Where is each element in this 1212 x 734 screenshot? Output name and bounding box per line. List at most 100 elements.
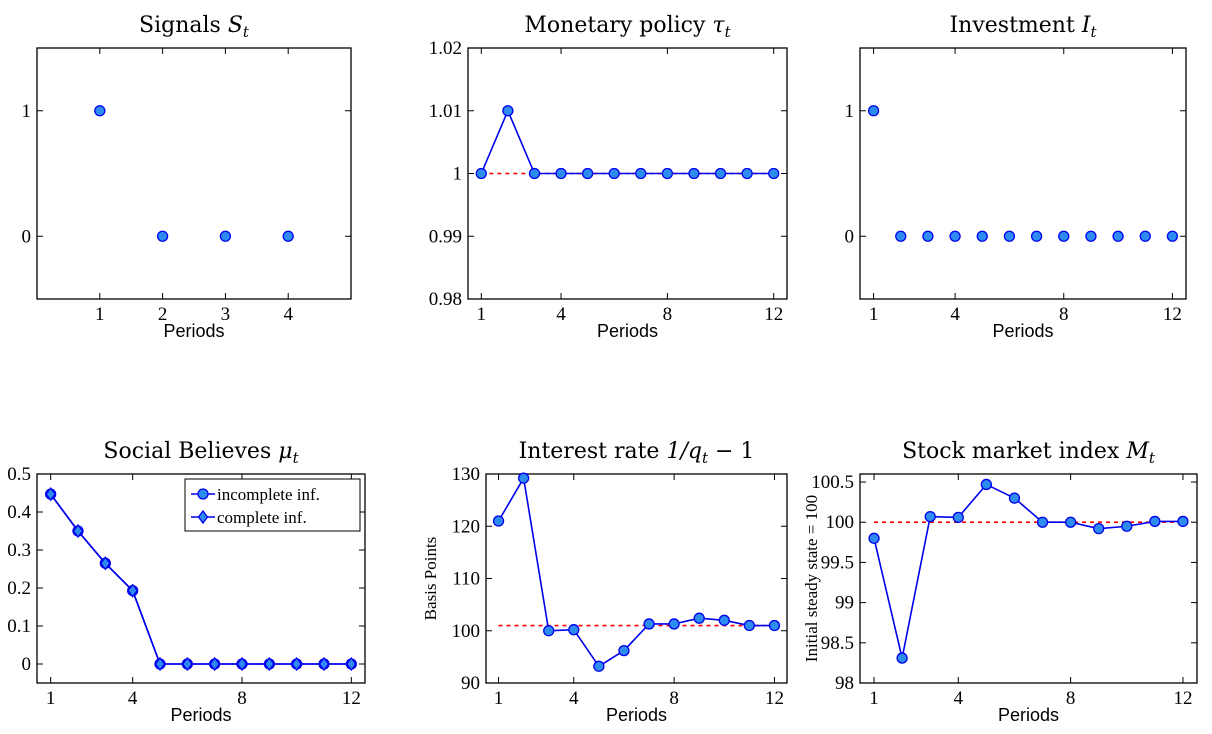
chart-title: Interest rate 1/qt − 1 <box>519 439 755 467</box>
series-1 <box>476 106 778 179</box>
data-point <box>896 231 906 241</box>
x-tick-label: 1 <box>477 304 487 325</box>
chart-title-text: Investment <box>949 13 1081 38</box>
chart-title-symbol: τ <box>712 13 725 38</box>
x-axis-label: Periods <box>992 321 1053 341</box>
x-tick-label: 12 <box>342 688 361 709</box>
y-tick-label: 1 <box>22 101 32 122</box>
chart-title-text: Signals <box>139 13 228 38</box>
data-point <box>1122 521 1132 531</box>
y-tick-label: 1 <box>845 101 855 122</box>
data-point <box>669 619 679 629</box>
data-point <box>1094 524 1104 534</box>
y-tick-label: 1 <box>453 164 463 185</box>
data-point <box>769 621 779 631</box>
data-point <box>1086 231 1096 241</box>
data-point <box>1038 517 1048 527</box>
y-tick-label: 100 <box>826 512 855 533</box>
chart-title-symbol: M <box>1125 439 1149 464</box>
data-point <box>1066 517 1076 527</box>
chart-title-symbol: μ <box>278 439 292 464</box>
chart-title-subscript: t <box>1091 23 1098 41</box>
chart-title-text: Stock market index <box>902 439 1126 464</box>
data-point <box>953 512 963 522</box>
x-tick-label: 12 <box>765 688 784 709</box>
data-point <box>1178 516 1188 526</box>
chart-title: Monetary policy τt <box>524 13 731 41</box>
chart-title: Stock market index Mt <box>902 439 1156 467</box>
panel-2: Monetary policy τt 0.98 0.99 1 1.01 1.02 1 4 8 12… <box>429 13 787 341</box>
data-point <box>719 615 729 625</box>
chart-title-text: Monetary policy <box>524 13 712 38</box>
x-tick-label: 8 <box>1066 688 1076 709</box>
legend: incomplete inf. complete inf. <box>185 479 360 531</box>
y-tick-label: 0 <box>845 226 855 247</box>
y-tick-label: 90 <box>461 673 480 694</box>
y-tick-label: 1.02 <box>429 38 462 59</box>
data-point <box>283 231 293 241</box>
y-tick-label: 98.5 <box>821 633 854 654</box>
data-point <box>494 516 504 526</box>
y-tick-label: 0 <box>22 654 32 675</box>
series-1 <box>869 479 1188 663</box>
data-point <box>662 169 672 179</box>
data-point <box>1004 231 1014 241</box>
series-1 <box>494 473 780 671</box>
x-tick-label: 8 <box>1059 304 1069 325</box>
x-tick-label: 1 <box>95 304 105 325</box>
x-axis-label: Periods <box>163 321 224 341</box>
data-point <box>619 646 629 656</box>
data-point <box>1140 231 1150 241</box>
data-point <box>694 613 704 623</box>
chart-title-subscript: t <box>725 23 732 41</box>
y-tick-label: 130 <box>452 464 481 485</box>
data-point <box>1059 231 1069 241</box>
data-point <box>1150 516 1160 526</box>
data-point <box>689 169 699 179</box>
chart-title-symbol: S <box>228 13 243 38</box>
data-point <box>925 512 935 522</box>
chart-title-tail: − 1 <box>708 439 754 464</box>
x-tick-label: 8 <box>663 304 673 325</box>
x-tick-label: 8 <box>669 688 679 709</box>
data-point <box>583 169 593 179</box>
data-point <box>636 169 646 179</box>
panel-5: Interest rate 1/qt − 1901001101201301 4 8 1… <box>421 439 787 725</box>
series-1 <box>869 106 1178 242</box>
x-axis-label: Periods <box>170 705 231 725</box>
y-tick-label: 0.2 <box>7 578 31 599</box>
data-point <box>95 106 105 116</box>
chart-title-text: Social Believes <box>103 439 278 464</box>
y-tick-label: 120 <box>452 516 481 537</box>
panel-1: Signals St011 2 3 4Periods <box>22 13 352 341</box>
x-tick-label: 1 <box>46 688 56 709</box>
y-tick-label: 110 <box>452 569 480 590</box>
y-tick-label: 0.99 <box>429 226 462 247</box>
y-tick-label: 100.5 <box>811 472 854 493</box>
data-point <box>158 231 168 241</box>
y-tick-label: 100 <box>452 621 481 642</box>
data-point <box>529 169 539 179</box>
chart-title: Signals St <box>139 13 250 41</box>
panel-3: Investment It011 4 8 12Periods <box>845 13 1187 341</box>
data-point <box>544 626 554 636</box>
plot-frame <box>37 48 351 299</box>
x-tick-label: 4 <box>128 688 138 709</box>
legend-entry: complete inf. <box>217 508 307 527</box>
legend-marker-circle <box>198 489 208 499</box>
data-point <box>220 231 230 241</box>
plot-frame <box>860 474 1197 683</box>
y-tick-label: 98 <box>835 673 854 694</box>
x-axis-label: Periods <box>597 321 658 341</box>
chart-title-text: Interest rate <box>519 439 667 464</box>
y-tick-label: 0.1 <box>7 616 31 637</box>
x-tick-label: 1 <box>494 688 504 709</box>
x-tick-label: 4 <box>954 688 964 709</box>
chart-title: Social Believes μt <box>103 439 299 467</box>
x-tick-label: 12 <box>764 304 783 325</box>
chart-title-subscript: t <box>1149 449 1156 467</box>
data-point <box>742 169 752 179</box>
y-tick-label: 99 <box>835 593 854 614</box>
x-tick-label: 12 <box>1173 688 1192 709</box>
data-point <box>519 473 529 483</box>
